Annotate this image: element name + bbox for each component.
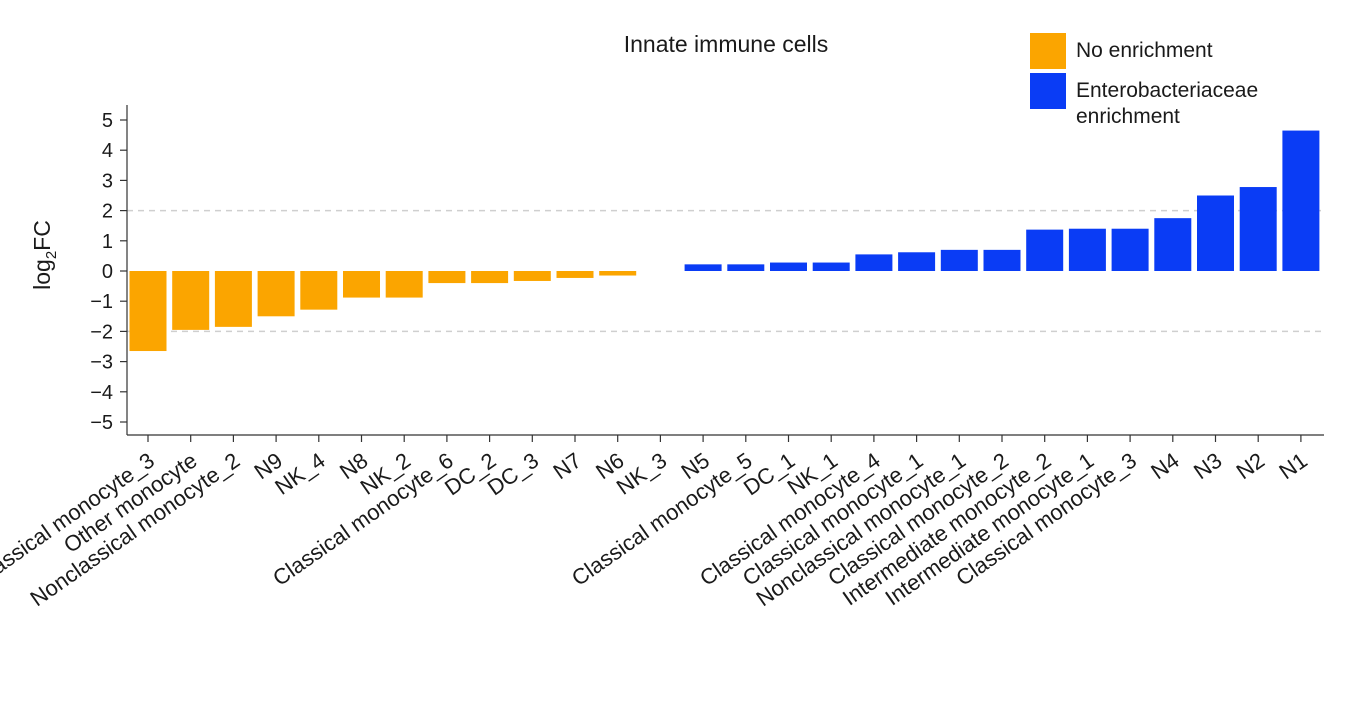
bar: [812, 262, 850, 271]
bar: [727, 264, 765, 271]
bar: [214, 271, 252, 327]
y-axis-label: log2FC: [29, 220, 60, 290]
svg-text:log2FC: log2FC: [29, 220, 60, 290]
axes: [126, 105, 1324, 436]
bar: [129, 271, 167, 352]
bar: [1239, 187, 1277, 271]
x-tick-label: NK_3: [612, 448, 671, 500]
chart-title: Innate immune cells: [624, 31, 829, 57]
y-tick-label: −1: [90, 291, 113, 313]
y-tick-label: −4: [90, 382, 113, 404]
bar: [385, 271, 423, 298]
threshold-lines: [127, 209, 1324, 333]
y-tick-label: −3: [90, 352, 113, 374]
legend-swatch-no-enrichment: [1030, 33, 1066, 69]
bar: [1111, 228, 1149, 271]
x-tick-label: N7: [548, 448, 585, 485]
y-tick-label: 1: [102, 231, 113, 253]
bar: [428, 271, 466, 284]
x-tick-label: N1: [1274, 448, 1311, 485]
bar: [770, 262, 807, 271]
bars: [129, 130, 1320, 352]
x-tick-label: N3: [1189, 448, 1226, 485]
bar: [471, 271, 509, 284]
legend-item-enterobacteriaceae: Enterobacteriaceae enrichment: [1030, 73, 1296, 130]
y-tick-label: 2: [102, 201, 113, 223]
bar: [300, 271, 338, 310]
legend-item-no-enrichment: No enrichment: [1030, 33, 1296, 69]
bar: [556, 271, 594, 278]
legend-swatch-enterobacteriaceae: [1030, 73, 1066, 109]
bar: [1282, 130, 1320, 271]
x-tick-label: DC_3: [483, 448, 543, 501]
bar: [257, 271, 295, 317]
bar: [513, 271, 551, 281]
x-tick-label: N4: [1146, 448, 1183, 485]
legend-label-no-enrichment: No enrichment: [1076, 39, 1213, 62]
y-tick-label: 4: [102, 140, 113, 162]
bar: [1154, 218, 1192, 271]
bar: [855, 254, 893, 271]
y-tick-label: 0: [102, 261, 113, 283]
y-tick-label: −2: [90, 321, 113, 343]
y-axis-label-subscript: 2: [43, 251, 60, 259]
bar: [599, 271, 637, 276]
x-tick-label: N2: [1232, 448, 1269, 485]
bar: [1026, 229, 1064, 271]
bar: [940, 249, 978, 271]
bar: [898, 252, 936, 271]
y-tick-label: 5: [102, 110, 113, 132]
bar: [983, 249, 1021, 271]
bar: [172, 271, 210, 330]
legend-label-enterobacteriaceae: Enterobacteriaceae enrichment: [1076, 79, 1259, 128]
bar: [1197, 195, 1234, 271]
bar: [343, 271, 380, 298]
y-tick-label: −5: [90, 412, 113, 434]
y-axis-label-tail: FC: [29, 220, 55, 251]
y-tick-label: 3: [102, 170, 113, 192]
bar: [684, 264, 722, 271]
bar: [1068, 228, 1106, 271]
y-axis-label-main: log: [29, 259, 55, 290]
legend: No enrichment Enterobacteriaceae enrichm…: [1030, 33, 1296, 134]
y-ticks: 5 4 3 2 1 0 −1 −2 −3 −4 −5: [90, 110, 127, 434]
x-tick-label: NK_4: [270, 448, 329, 500]
